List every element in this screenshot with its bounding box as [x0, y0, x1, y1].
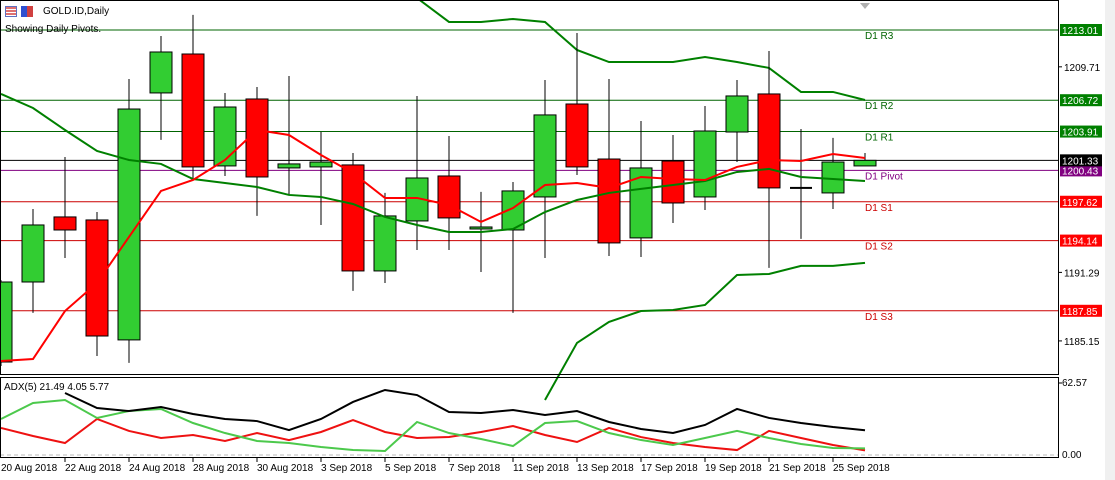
price-tag-label: 1197.62	[1062, 198, 1098, 209]
adx-legend: ADX(5) 21.49 4.05 5.77	[4, 382, 110, 393]
price-tag	[1060, 195, 1102, 208]
pivot-label: D1 R2	[865, 101, 894, 112]
candle-body	[757, 93, 781, 189]
price-tag-label: 1206.72	[1062, 96, 1099, 107]
candle-body	[85, 219, 109, 337]
price-tag-label: 1187.85	[1062, 307, 1098, 318]
current-price-label: 1201.33	[1062, 156, 1099, 167]
date-label: 21 Sep 2018	[769, 463, 826, 474]
candle-body	[245, 98, 269, 178]
candle-body	[565, 103, 589, 168]
shift-marker-icon[interactable]	[860, 3, 870, 9]
candle-body	[0, 281, 13, 363]
date-label: 30 Aug 2018	[257, 463, 314, 474]
price-tag	[1060, 234, 1102, 247]
chart-window-icon[interactable]	[5, 6, 17, 17]
candle-body	[277, 163, 301, 169]
date-label: 5 Sep 2018	[385, 463, 437, 474]
price-axis-label: 1209.71	[1064, 63, 1101, 74]
date-label: 24 Aug 2018	[129, 463, 186, 474]
symbol-title: GOLD.ID,Daily	[43, 6, 110, 17]
candle-body	[533, 114, 557, 198]
candle-body	[309, 161, 333, 168]
date-label: 17 Sep 2018	[641, 463, 698, 474]
pivot-label: D1 S2	[865, 242, 893, 253]
candle-body	[629, 167, 653, 239]
candle-body	[341, 164, 365, 272]
pivot-label: D1 Pivot	[865, 171, 903, 182]
candle-body	[597, 158, 621, 244]
band-lower-line	[544, 261, 866, 401]
moving-average-line	[0, 128, 866, 363]
candle-body	[373, 215, 397, 272]
date-label: 20 Aug 2018	[1, 463, 58, 474]
band-upper-line	[418, 0, 866, 101]
price-axis-label: 1191.29	[1064, 268, 1100, 279]
candle-body	[725, 95, 749, 133]
pivots-subtitle: Showing Daily Pivots.	[5, 24, 102, 35]
pivot-label: D1 S3	[865, 312, 893, 323]
price-tag-label: 1194.14	[1062, 237, 1098, 248]
candle-body	[213, 106, 237, 167]
price-tag-label: 1200.43	[1062, 166, 1099, 177]
plus-di-line	[0, 398, 866, 452]
pivot-label: D1 R3	[865, 31, 894, 42]
current-price-tag	[1060, 154, 1102, 167]
adx-pane-frame	[0, 377, 1059, 458]
price-tag-label: 1203.91	[1062, 128, 1099, 139]
minus-di-line	[0, 417, 866, 452]
price-tag	[1060, 125, 1102, 138]
price-tag	[1060, 304, 1102, 317]
adx-axis-min: 0.00	[1062, 450, 1082, 461]
date-label: 28 Aug 2018	[193, 463, 250, 474]
date-label: 13 Sep 2018	[577, 463, 634, 474]
date-label: 19 Sep 2018	[705, 463, 762, 474]
candle-body	[117, 108, 141, 341]
price-tag	[1060, 24, 1102, 36]
main-pane-frame	[0, 0, 1059, 375]
pivot-label: D1 R1	[865, 133, 894, 144]
expert-icon[interactable]	[21, 6, 33, 17]
candle-body	[790, 186, 812, 189]
date-label: 25 Sep 2018	[833, 463, 890, 474]
chart-header: GOLD.ID,Daily	[5, 6, 109, 17]
candle-body	[661, 160, 685, 204]
band-middle-line	[0, 93, 866, 233]
adx-main-line	[64, 388, 866, 435]
pivot-label: D1 S1	[865, 203, 893, 214]
adx-axis-max: 62.57	[1062, 378, 1087, 389]
candle-body	[821, 161, 845, 194]
price-tag	[1060, 164, 1102, 177]
candle-body	[469, 226, 493, 230]
price-axis-label: 1185.15	[1064, 337, 1100, 348]
candle-body	[853, 159, 877, 167]
price-tag	[1060, 94, 1102, 107]
window-edge	[1105, 0, 1115, 480]
candle-body	[181, 53, 205, 168]
candle-body	[693, 130, 717, 198]
date-label: 3 Sep 2018	[321, 463, 373, 474]
date-label: 22 Aug 2018	[65, 463, 122, 474]
price-tag-label: 1213.01	[1062, 26, 1099, 37]
date-label: 7 Sep 2018	[449, 463, 501, 474]
candle-body	[149, 51, 173, 94]
date-label: 11 Sep 2018	[513, 463, 569, 474]
candle-body	[437, 175, 461, 219]
candle-body	[21, 224, 45, 283]
candle-body	[53, 216, 77, 231]
